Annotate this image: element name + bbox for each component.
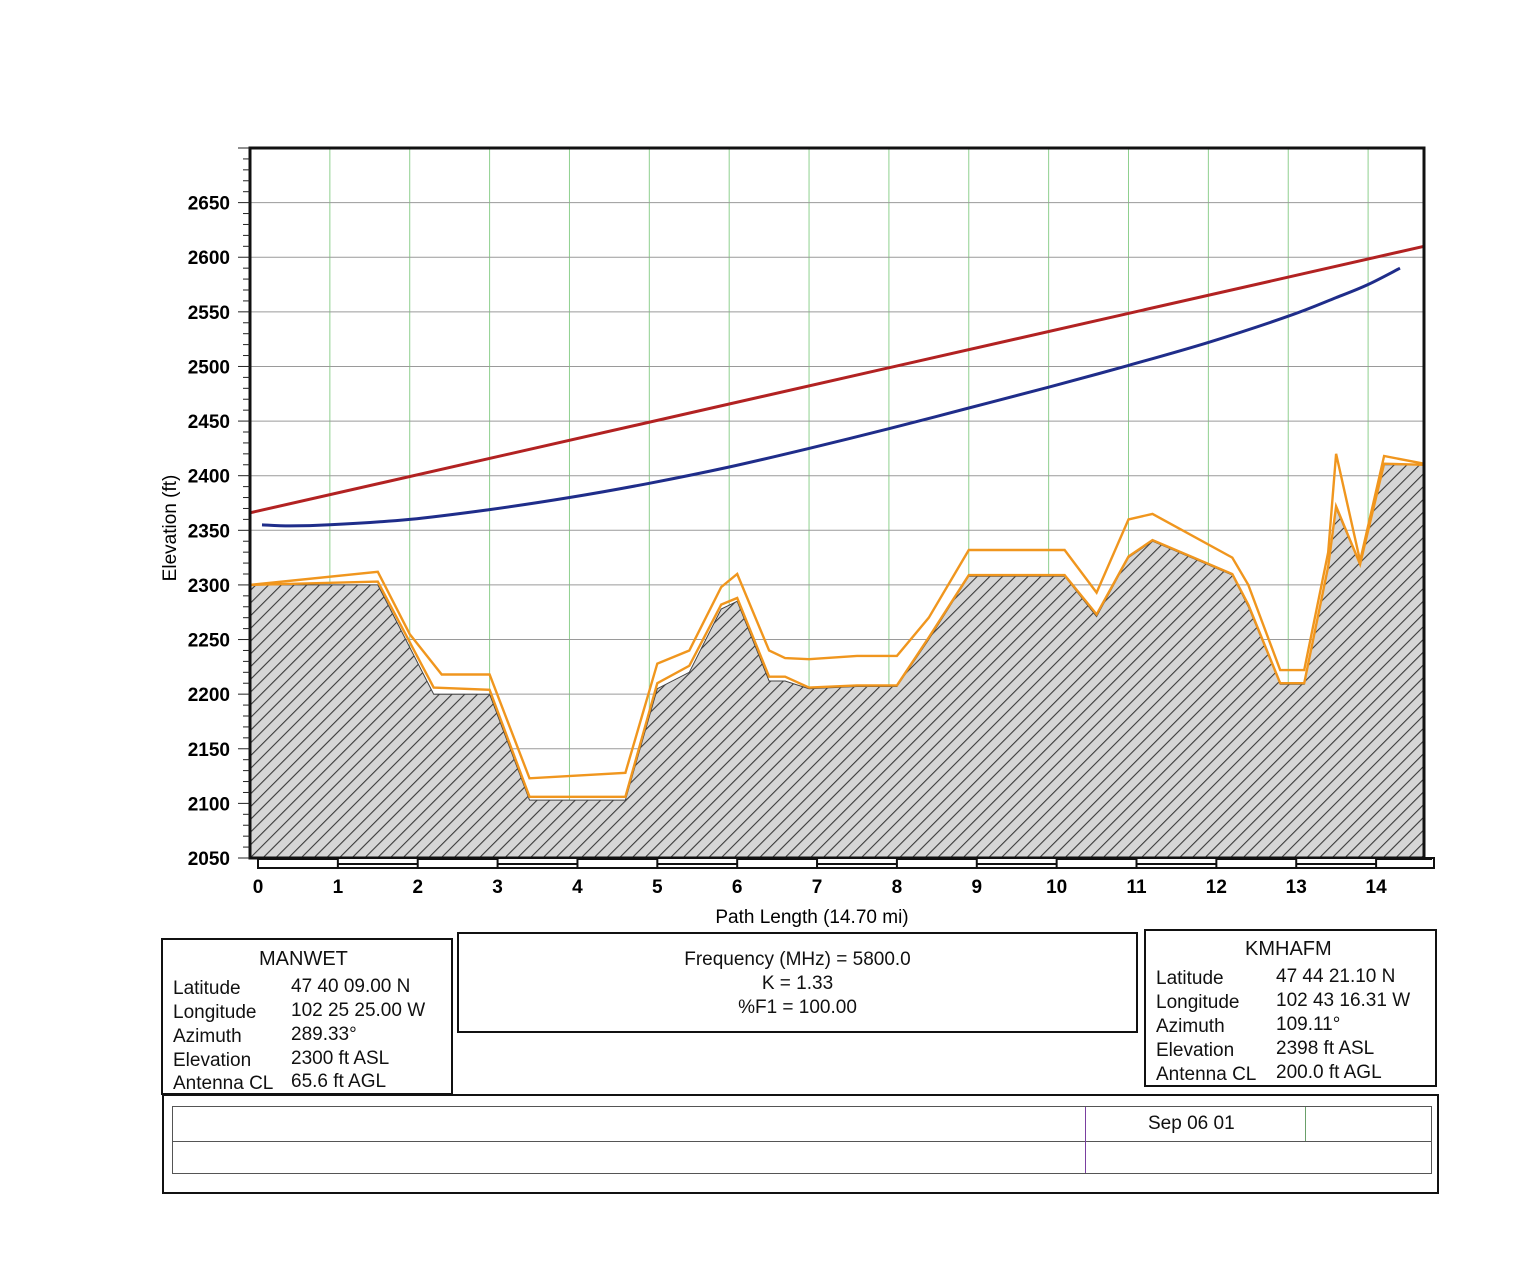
y-tick-label: 2150 (188, 740, 230, 761)
fresnel-zone-inner-line (249, 462, 1425, 798)
x-tick-labels: 0 1 2 3 4 5 6 7 8 9 10 11 12 13 14 (253, 877, 1387, 898)
y-tick-label: 2600 (188, 248, 230, 269)
x-tick-label: 6 (732, 877, 743, 898)
site-name-left: MANWET (259, 948, 348, 970)
site-right-value-elevation: 2398 ft ASL (1276, 1038, 1375, 1059)
x-tick-label: 1 (333, 877, 344, 898)
site-right-label-elevation: Elevation (1156, 1040, 1235, 1061)
y-tick-label: 2550 (188, 303, 230, 324)
x-axis-label: Path Length (14.70 mi) (715, 907, 908, 928)
site-left-label-longitude: Longitude (173, 1002, 257, 1023)
site-right-value-longitude: 102 43 16.31 W (1276, 990, 1411, 1011)
site-left-value-longitude: 102 25 25.00 W (291, 1000, 426, 1021)
site-info-left: MANWET Latitude 47 40 09.00 N Longitude … (161, 938, 453, 1095)
y-tick-label: 2650 (188, 194, 230, 215)
site-right-label-longitude: Longitude (1156, 992, 1240, 1013)
line-of-sight (249, 244, 1425, 515)
y-tick-label: 2300 (188, 576, 230, 597)
site-left-value-azimuth: 289.33° (291, 1024, 357, 1045)
date-text: Sep 06 01 (1148, 1113, 1235, 1134)
profile-chart: 2650260025502500245024002350230022502200… (160, 146, 1435, 928)
title-block: Sep 06 01 (162, 1094, 1439, 1194)
title-block-row-divider (173, 1141, 1431, 1142)
x-tick-label: 10 (1046, 877, 1067, 898)
site-name-right: KMHAFM (1245, 938, 1332, 960)
y-tick-label: 2100 (188, 794, 230, 815)
x-tick-label: 8 (892, 877, 903, 898)
site-left-label-latitude: Latitude (173, 978, 241, 999)
curvature-line (261, 266, 1401, 528)
site-right-value-antenna-cl: 200.0 ft AGL (1276, 1062, 1382, 1083)
y-minor-ticks (238, 147, 250, 859)
y-tick-label: 2500 (188, 357, 230, 378)
site-left-value-latitude: 47 40 09.00 N (291, 976, 411, 997)
link-parameters: Frequency (MHz) = 5800.0 K = 1.33 %F1 = … (457, 932, 1138, 1033)
y-tick-label: 2450 (188, 412, 230, 433)
k-factor-text: K = 1.33 (761, 973, 834, 994)
x-tick-label: 14 (1366, 877, 1388, 898)
distance-scale-bar (257, 857, 1435, 869)
site-right-value-latitude: 47 44 21.10 N (1276, 966, 1396, 987)
x-tick-label: 5 (652, 877, 663, 898)
x-tick-label: 12 (1206, 877, 1227, 898)
x-tick-label: 13 (1286, 877, 1307, 898)
fresnel-zone-outer-line (249, 453, 1425, 780)
y-tick-label: 2400 (188, 467, 230, 488)
frequency-text: Frequency (MHz) = 5800.0 (684, 949, 911, 970)
x-tick-label: 11 (1126, 877, 1147, 898)
title-block-col-divider-2 (1305, 1107, 1306, 1141)
site-right-label-azimuth: Azimuth (1156, 1016, 1225, 1037)
site-right-label-antenna-cl: Antenna CL (1156, 1064, 1257, 1085)
site-right-value-azimuth: 109.11° (1276, 1014, 1341, 1035)
site-info-right: KMHAFM Latitude 47 44 21.10 N Longitude … (1144, 929, 1437, 1087)
title-block-col-divider (1085, 1107, 1086, 1173)
y-tick-label: 2200 (188, 685, 230, 706)
x-tick-label: 2 (412, 877, 423, 898)
site-left-label-antenna-cl: Antenna CL (173, 1073, 274, 1094)
x-tick-label: 3 (492, 877, 503, 898)
y-tick-label: 2250 (188, 631, 230, 652)
x-tick-label: 7 (812, 877, 823, 898)
y-tick-labels: 2650 2600 2550 2500 2450 2400 2350 2300 2250 2200… (188, 194, 230, 870)
site-left-label-azimuth: Azimuth (173, 1026, 242, 1047)
site-left-value-antenna-cl: 65.6 ft AGL (291, 1071, 387, 1092)
x-tick-label: 9 (971, 877, 982, 898)
title-block-inner: Sep 06 01 (172, 1106, 1432, 1174)
y-tick-label: 2350 (188, 521, 230, 542)
terrain-area (249, 464, 1425, 859)
x-tick-label: 0 (253, 877, 264, 898)
x-tick-label: 4 (572, 877, 583, 898)
site-right-label-latitude: Latitude (1156, 968, 1224, 989)
y-tick-label: 2050 (188, 849, 230, 870)
y-axis-label: Elevation (ft) (160, 475, 181, 582)
site-left-value-elevation: 2300 ft ASL (291, 1048, 390, 1069)
fresnel-percent-text: %F1 = 100.00 (738, 997, 857, 1018)
site-left-label-elevation: Elevation (173, 1050, 252, 1071)
